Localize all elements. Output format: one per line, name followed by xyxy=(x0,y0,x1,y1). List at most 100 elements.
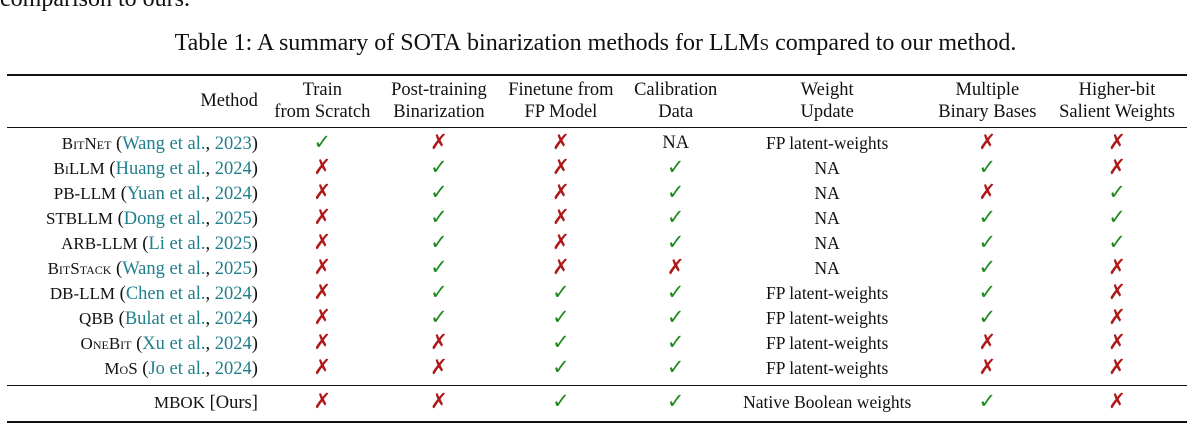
multi-cell: ✓ xyxy=(928,231,1047,256)
multi-cell: ✓ xyxy=(928,306,1047,331)
method-cell: ARB-LLM (Li et al., 2025) xyxy=(7,231,264,256)
calib-cell: ✓ xyxy=(625,231,727,256)
citation-author-link[interactable]: Xu et al. xyxy=(142,333,206,354)
table-row: BitNet (Wang et al., 2023) ✓ ✗ ✗ NA FP latent… xyxy=(7,128,1187,157)
citation-year-link[interactable]: 2024 xyxy=(214,308,252,329)
ours-update-cell: Native Boolean weights xyxy=(743,392,912,412)
salient-cell: ✓ xyxy=(1047,206,1187,231)
multi-cell: ✓ xyxy=(928,281,1047,306)
citation-year-link[interactable]: 2025 xyxy=(214,233,252,254)
citation-paren-open: ( xyxy=(119,283,126,304)
ours-salient-cell: ✗ xyxy=(1047,386,1187,423)
calib-cell: ✓ xyxy=(625,306,727,331)
ours-ft-mark: ✓ xyxy=(552,389,570,413)
cross-mark-icon: ✗ xyxy=(313,280,332,304)
citation-year-link[interactable]: 2025 xyxy=(214,258,252,279)
check-mark-icon: ✓ xyxy=(666,280,685,304)
update-cell: NA xyxy=(814,233,840,253)
update-cell: NA xyxy=(814,208,840,228)
cross-mark-icon: ✗ xyxy=(1108,280,1126,304)
ours-train-mark: ✗ xyxy=(313,389,332,413)
ours-method-name: MBOK xyxy=(153,392,205,412)
cross-mark-icon: ✗ xyxy=(1108,130,1126,154)
check-mark-icon: ✓ xyxy=(978,205,997,229)
citation-author-link[interactable]: Jo et al. xyxy=(148,358,206,379)
train-cell: ✗ xyxy=(264,331,381,356)
citation-paren-close: ) xyxy=(251,233,258,254)
citation-year-link[interactable]: 2024 xyxy=(214,183,252,204)
citation-year-link[interactable]: 2024 xyxy=(214,358,252,379)
table-row: MoS (Jo et al., 2024) ✗ ✗ ✓ ✓ FP latent-weigh… xyxy=(7,356,1187,386)
check-mark-icon: ✓ xyxy=(666,355,685,379)
col-label-line: Data xyxy=(658,102,694,122)
calib-cell: ✓ xyxy=(625,356,727,386)
caption-sota: SOTA xyxy=(400,30,462,56)
citation-comma: , xyxy=(205,183,215,204)
col-label-line: Salient Weights xyxy=(1059,102,1175,122)
ptb-cell: ✓ xyxy=(381,256,497,281)
ptb-cell: ✓ xyxy=(381,281,497,306)
table-row: DB-LLM (Chen et al., 2024) ✗ ✓ ✓ ✓ FP latent-… xyxy=(7,281,1187,306)
ft-cell: ✓ xyxy=(497,281,625,306)
citation-paren-open: ( xyxy=(109,158,116,179)
cross-mark-icon: ✗ xyxy=(552,180,570,204)
ours-row: MBOK [Ours] ✗ ✗ ✓ ✓ Native Boolean weigh… xyxy=(7,385,1187,423)
citation-paren-close: ) xyxy=(251,358,258,379)
method-cell: BitNet (Wang et al., 2023) xyxy=(7,128,264,157)
train-cell: ✗ xyxy=(264,356,381,386)
col-higher-bit-salient: Higher-bit Salient Weights xyxy=(1047,75,1187,128)
train-cell: ✗ xyxy=(264,256,381,281)
citation-year-link[interactable]: 2025 xyxy=(214,208,252,229)
method-cell: BitStack (Wang et al., 2025) xyxy=(7,256,264,281)
citation-paren-close: ) xyxy=(251,283,258,304)
citation-paren-open: ( xyxy=(142,233,149,254)
citation-year-link[interactable]: 2024 xyxy=(214,158,252,179)
train-cell: ✓ xyxy=(264,128,381,157)
citation-author-link[interactable]: Wang et al. xyxy=(122,133,206,154)
cross-mark-icon: ✗ xyxy=(1108,355,1126,379)
update-cell: NA xyxy=(814,183,840,203)
check-mark-icon: ✓ xyxy=(666,305,685,329)
ours-method-cell: MBOK [Ours] xyxy=(7,386,264,423)
salient-cell: ✗ xyxy=(1047,256,1187,281)
citation-author-link[interactable]: Dong et al. xyxy=(123,208,206,229)
cross-mark-icon: ✗ xyxy=(313,355,332,379)
check-mark-icon: ✓ xyxy=(430,205,448,229)
multi-cell: ✗ xyxy=(928,331,1047,356)
check-mark-icon: ✓ xyxy=(552,355,570,379)
citation-author-link[interactable]: Chen et al. xyxy=(125,283,206,304)
multi-cell: ✗ xyxy=(928,128,1047,157)
citation-year-link[interactable]: 2023 xyxy=(214,133,252,154)
cross-mark-icon: ✗ xyxy=(1108,305,1126,329)
train-cell: ✗ xyxy=(264,206,381,231)
caption-text-3: compared to our method. xyxy=(775,30,1017,56)
citation-author-link[interactable]: Wang et al. xyxy=(122,258,206,279)
ours-tag: [Ours] xyxy=(209,392,258,413)
salient-cell: ✗ xyxy=(1047,356,1187,386)
citation-comma: , xyxy=(205,358,215,379)
cross-mark-icon: ✗ xyxy=(430,330,448,354)
cross-mark-icon: ✗ xyxy=(552,205,570,229)
ptb-cell: ✗ xyxy=(381,128,497,157)
ptb-cell: ✓ xyxy=(381,181,497,206)
ours-ft-cell: ✓ xyxy=(497,386,625,423)
check-mark-icon: ✓ xyxy=(978,230,997,254)
ptb-cell: ✓ xyxy=(381,156,497,181)
citation-comma: , xyxy=(205,333,215,354)
update-cell: NA xyxy=(814,258,840,278)
citation-author-link[interactable]: Yuan et al. xyxy=(126,183,206,204)
citation-author-link[interactable]: Huang et al. xyxy=(115,158,206,179)
caption-label: Table 1: xyxy=(174,30,253,56)
ft-cell: ✗ xyxy=(497,156,625,181)
citation-year-link[interactable]: 2024 xyxy=(214,283,252,304)
citation-author-link[interactable]: Li et al. xyxy=(148,233,206,254)
ft-cell: ✓ xyxy=(497,331,625,356)
col-label-line: from Scratch xyxy=(274,102,371,122)
check-mark-icon: ✓ xyxy=(978,155,997,179)
ft-cell: ✗ xyxy=(497,206,625,231)
salient-cell: ✓ xyxy=(1047,231,1187,256)
citation-author-link[interactable]: Bulat et al. xyxy=(124,308,206,329)
cross-mark-icon: ✗ xyxy=(552,255,570,279)
citation-year-link[interactable]: 2024 xyxy=(214,333,252,354)
cross-mark-icon: ✗ xyxy=(430,355,448,379)
